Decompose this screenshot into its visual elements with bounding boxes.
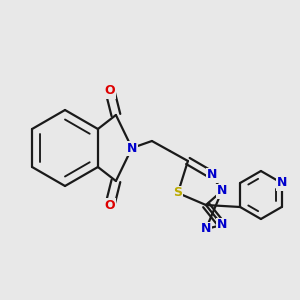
Text: N: N [217,184,227,197]
Text: N: N [127,142,137,154]
Text: N: N [207,169,217,182]
Text: O: O [105,199,115,212]
Text: O: O [105,85,115,98]
Text: N: N [217,218,227,232]
Text: N: N [201,223,211,236]
Text: N: N [277,176,287,190]
Text: S: S [173,187,182,200]
